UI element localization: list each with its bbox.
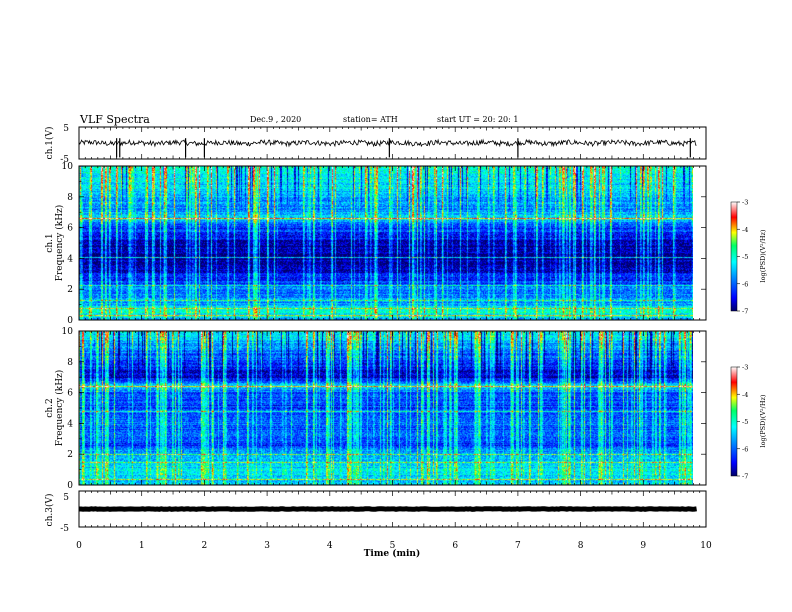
ch1-spectrogram-ytick-label: 8 xyxy=(67,193,73,203)
ch1-spectrogram-ytick-label: 2 xyxy=(67,285,73,295)
ch1-waveform-panel: 5 -5 ch.1(V) xyxy=(44,124,707,165)
ch2-colorbar-tick-label: -7 xyxy=(742,473,748,481)
ch1-colorbar-label: log(PSD)(V²/Hz) xyxy=(759,229,767,282)
ch2-colorbar-gradient xyxy=(731,367,737,476)
ch1-waveform-line xyxy=(78,138,697,148)
ch1-colorbar-ticks: -3 -4 -5 -6 -7 xyxy=(737,199,748,316)
ch2-spectrogram-ytick-label: 4 xyxy=(67,419,73,429)
time-axis: 0 1 2 3 4 5 6 7 8 9 10 xyxy=(76,541,712,551)
ch1-ytick-top: 5 xyxy=(63,124,69,134)
ch1-colorbar-gradient xyxy=(731,202,737,311)
ch2-colorbar-tick-label: -3 xyxy=(742,364,748,372)
time-tick-label: 8 xyxy=(578,541,584,551)
start-time-label: start UT = 20: 20: 1 xyxy=(437,115,518,124)
station-label: station= ATH xyxy=(343,115,398,124)
ch2-colorbar-tick-label: -6 xyxy=(742,445,748,453)
ch2-spectrogram-ylabel-frequency: Frequency (kHz) xyxy=(54,370,65,447)
ch3-waveform-line xyxy=(79,506,697,512)
time-tick-label: 9 xyxy=(640,541,646,551)
date-label: Dec.9 , 2020 xyxy=(250,115,301,124)
ch2-spectrogram-image xyxy=(79,331,693,485)
ch2-spectrogram-ytick-label: 8 xyxy=(67,358,73,368)
ch1-colorbar-tick-label: -7 xyxy=(742,308,748,316)
ch1-waveform-xticks xyxy=(78,127,707,159)
ch2-colorbar: -3 -4 -5 -6 -7 log(PSD)(V²/Hz) xyxy=(730,364,767,481)
ch1-colorbar-tick-label: -5 xyxy=(742,253,748,261)
ch1-spectrogram-ytick-label: 4 xyxy=(67,254,73,264)
figure-title: VLF Spectra xyxy=(79,113,150,126)
ch1-ytick-bottom: -5 xyxy=(60,155,69,165)
ch1-spectrogram-panel: 0 2 4 6 8 10 ch.1 Frequency (kHz) -3 -4 -5 -6 -7 … xyxy=(45,162,767,326)
ch1-waveform-plot-area xyxy=(79,127,706,159)
ch1-spectrogram-ylabel-channel: ch.1 xyxy=(45,233,55,252)
ch2-spectrogram-yticks: 0 2 4 6 8 10 xyxy=(62,327,706,491)
ch1-spectrogram-ytick-label: 0 xyxy=(67,316,73,326)
ch2-colorbar-tick-label: -5 xyxy=(742,418,748,426)
ch1-spectrogram-yticks: 0 2 4 6 8 10 xyxy=(62,162,706,326)
ch2-spectrogram-xticks xyxy=(78,331,707,485)
ch2-colorbar-tick-label: -4 xyxy=(742,391,748,399)
ch2-spectrogram-ytick-label: 2 xyxy=(67,450,73,460)
ch3-waveform-xticks xyxy=(78,491,707,527)
ch2-spectrogram-ylabel-channel: ch.2 xyxy=(45,398,55,417)
ch1-spectrogram-ytick-label: 6 xyxy=(67,224,73,234)
ch1-colorbar-tick-label: -6 xyxy=(742,280,748,288)
ch1-spectrogram-xticks xyxy=(78,166,707,320)
time-tick-label: 6 xyxy=(452,541,458,551)
time-tick-label: 1 xyxy=(139,541,145,551)
ch1-spectrogram-ytick-label: 10 xyxy=(62,162,74,172)
ch3-waveform-panel: 5 -5 ch.3(V) xyxy=(44,490,707,534)
ch1-colorbar-tick-label: -4 xyxy=(742,226,748,234)
time-axis-label: Time (min) xyxy=(364,548,421,559)
time-tick-label: 2 xyxy=(202,541,208,551)
ch2-spectrogram-ytick-label: 0 xyxy=(67,481,73,491)
ch3-waveform-ylabel: ch.3(V) xyxy=(44,494,55,527)
ch1-colorbar-tick-label: -3 xyxy=(742,199,748,207)
time-tick-label: 0 xyxy=(76,541,82,551)
ch2-colorbar-ticks: -3 -4 -5 -6 -7 xyxy=(737,364,748,481)
ch1-spectrogram-image xyxy=(79,166,693,320)
time-tick-label: 5 xyxy=(390,541,396,551)
ch3-ytick-top: 5 xyxy=(63,493,69,503)
time-tick-label: 7 xyxy=(515,541,521,551)
ch2-spectrogram-ytick-label: 10 xyxy=(62,327,74,337)
ch1-waveform-ylabel: ch.1(V) xyxy=(44,127,55,160)
ch1-spectrogram-ylabel-frequency: Frequency (kHz) xyxy=(54,205,65,282)
ch3-ytick-bottom: -5 xyxy=(60,524,69,534)
ch2-spectrogram-ytick-label: 6 xyxy=(67,389,73,399)
time-tick-label: 4 xyxy=(327,541,333,551)
ch2-spectrogram-panel: 0 2 4 6 8 10 ch.2 Frequency (kHz) -3 -4 -5 -6 -7 … xyxy=(45,327,767,491)
time-tick-label: 3 xyxy=(264,541,270,551)
ch2-colorbar-label: log(PSD)(V²/Hz) xyxy=(759,394,767,447)
time-tick-label: 10 xyxy=(700,541,712,551)
ch1-colorbar: -3 -4 -5 -6 -7 log(PSD)(V²/Hz) xyxy=(730,199,767,316)
